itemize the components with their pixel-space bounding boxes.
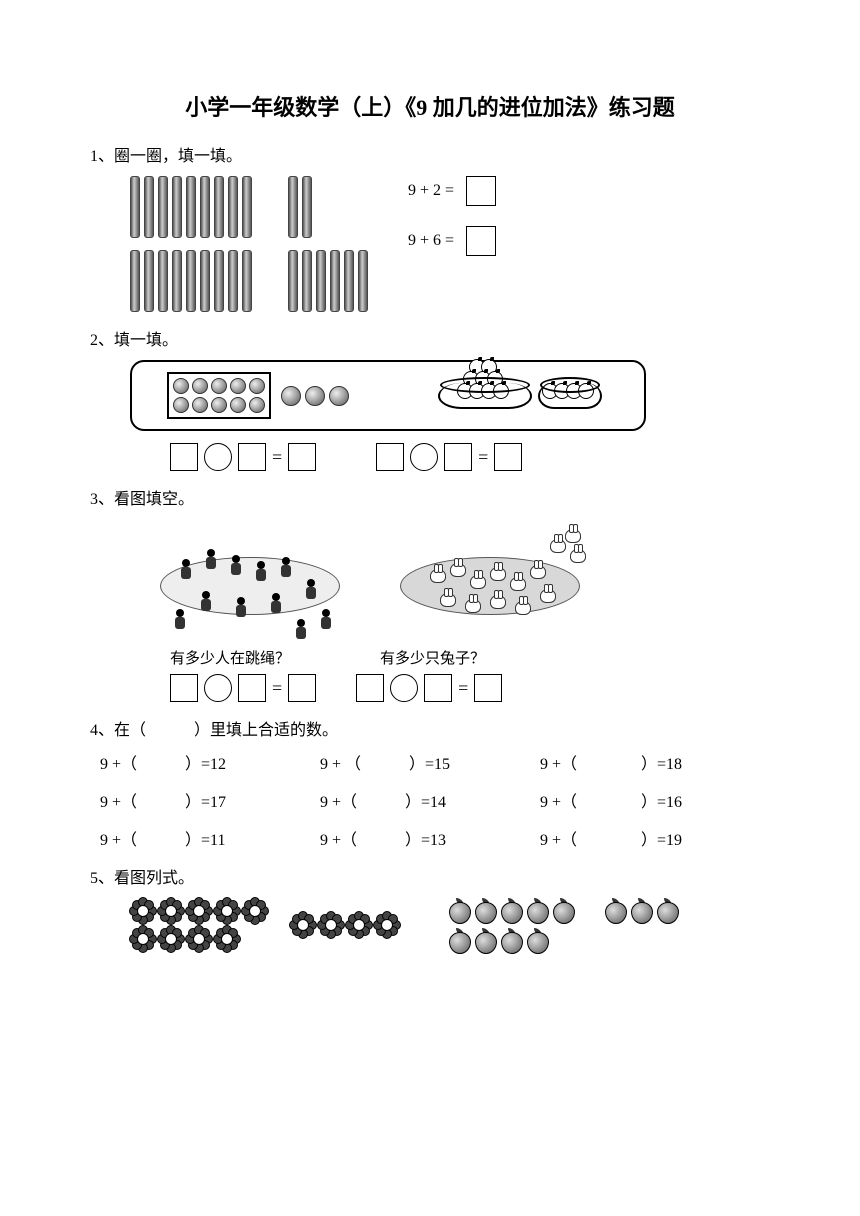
problem-4-label: 4、在（ ）里填上合适的数。 (90, 716, 770, 740)
equation-1-text: 9 + 2 = (408, 182, 454, 200)
equation-template: = (356, 674, 502, 702)
answer-box[interactable] (356, 674, 384, 702)
answer-box[interactable] (444, 443, 472, 471)
rabbits-scene (390, 519, 590, 639)
problem-4: 4、在（ ）里填上合适的数。 9 +（ ）=12 9 + （ ）=15 9 +（… (90, 716, 770, 850)
fill-blank[interactable]: 9 +（ ）=11 (100, 826, 320, 850)
equation-template: = (170, 443, 316, 471)
answer-box[interactable] (288, 443, 316, 471)
equals-sign: = (458, 678, 468, 699)
equals-sign: = (478, 447, 488, 468)
equals-sign: = (272, 678, 282, 699)
answer-box[interactable] (494, 443, 522, 471)
problem-1-label: 1、圈一圈，填一填。 (90, 142, 770, 166)
fill-blank[interactable]: 9 +（ ）=12 (100, 750, 320, 774)
answer-box[interactable] (466, 176, 496, 206)
apples-scene (408, 372, 628, 419)
answer-box[interactable] (238, 443, 266, 471)
answer-box[interactable] (466, 226, 496, 256)
fill-blank[interactable]: 9 +（ ）=14 (320, 788, 540, 812)
problem-3-label: 3、看图填空。 (90, 485, 770, 509)
fill-blank[interactable]: 9 +（ ）=17 (100, 788, 320, 812)
fill-blank[interactable]: 9 + （ ）=15 (320, 750, 540, 774)
eggs-scene (148, 372, 368, 419)
equation-2-text: 9 + 6 = (408, 232, 454, 250)
problem-2: 2、填一填。 (90, 326, 770, 471)
fill-blank[interactable]: 9 +（ ）=18 (540, 750, 760, 774)
peaches-scene (448, 898, 678, 954)
fill-blank[interactable]: 9 +（ ）=19 (540, 826, 760, 850)
sticks-illustration (130, 176, 368, 312)
answer-box[interactable] (288, 674, 316, 702)
answer-box[interactable] (170, 674, 198, 702)
page-title: 小学一年级数学（上）《9 加几的进位加法》练习题 (90, 90, 770, 122)
answer-box[interactable] (424, 674, 452, 702)
fill-blank[interactable]: 9 +（ ）=16 (540, 788, 760, 812)
problem-5: 5、看图列式。 (90, 864, 770, 954)
flowers-scene (130, 898, 398, 950)
answer-box[interactable] (376, 443, 404, 471)
equation-template: = (376, 443, 522, 471)
problem-1: 1、圈一圈，填一填。 9 + 2 = 9 + 6 = (90, 142, 770, 312)
caption-left: 有多少人在跳绳？ (170, 647, 290, 668)
equation-template: = (170, 674, 316, 702)
operator-circle[interactable] (204, 674, 232, 702)
operator-circle[interactable] (390, 674, 418, 702)
equals-sign: = (272, 447, 282, 468)
caption-right: 有多少只兔子？ (380, 647, 485, 668)
answer-box[interactable] (170, 443, 198, 471)
problem-5-label: 5、看图列式。 (90, 864, 770, 888)
answer-box[interactable] (238, 674, 266, 702)
problem-2-label: 2、填一填。 (90, 326, 770, 350)
fill-blank[interactable]: 9 +（ ）=13 (320, 826, 540, 850)
operator-circle[interactable] (204, 443, 232, 471)
problem-2-frame (130, 360, 646, 431)
answer-box[interactable] (474, 674, 502, 702)
operator-circle[interactable] (410, 443, 438, 471)
jump-rope-scene (150, 519, 350, 639)
problem-3: 3、看图填空。 有多少人在跳绳？ 有多少只兔子？ = (90, 485, 770, 702)
